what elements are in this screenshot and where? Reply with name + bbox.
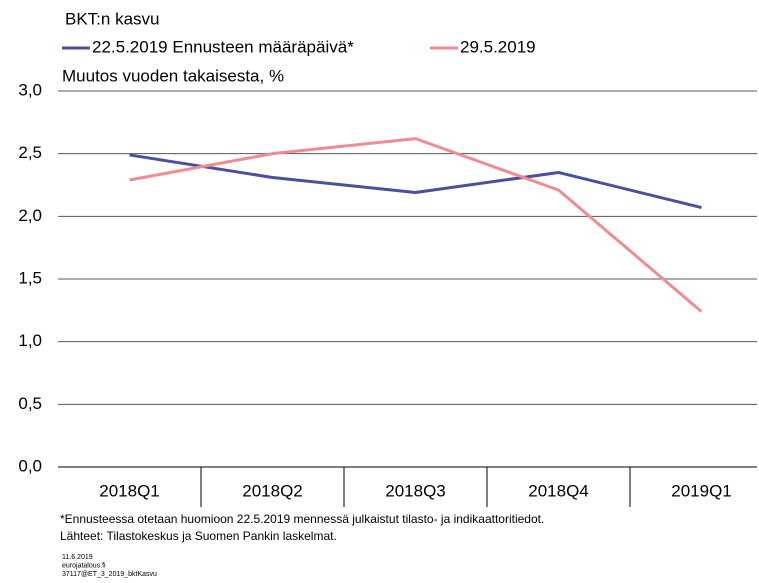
footnote: Lähteet: Tilastokeskus ja Suomen Pankin … [60, 529, 337, 543]
legend-label: 22.5.2019 Ennusteen määräpäivä* [92, 37, 354, 56]
y-tick-label: 1,5 [18, 268, 42, 287]
series-line [129, 137, 703, 313]
credit: 37117@ET_3_2019_bktKasvu [62, 571, 157, 578]
y-axis-label: Muutos vuoden takaisesta, % [62, 66, 284, 85]
y-tick-label: 2,0 [18, 206, 42, 225]
credit: eurojatalous.fi [62, 562, 106, 569]
x-tick-label: 2018Q3 [385, 481, 446, 500]
y-tick-label: 2,5 [18, 143, 42, 162]
x-tick-label: 2018Q4 [528, 481, 589, 500]
x-tick-label: 2018Q1 [99, 481, 160, 500]
y-tick-label: 1,0 [18, 331, 42, 350]
footnote: *Ennusteessa otetaan huomioon 22.5.2019 … [60, 512, 544, 526]
chart-title: BKT:n kasvu [65, 9, 160, 28]
y-tick-label: 3,0 [18, 80, 42, 99]
x-tick-label: 2018Q2 [242, 481, 303, 500]
series-line [129, 153, 702, 210]
credit: 11.6.2019 [62, 554, 93, 561]
y-tick-label: 0,0 [18, 456, 42, 475]
x-tick-label: 2019Q1 [671, 481, 732, 500]
legend-label: 29.5.2019 [460, 37, 536, 56]
y-tick-label: 0,5 [18, 394, 42, 413]
